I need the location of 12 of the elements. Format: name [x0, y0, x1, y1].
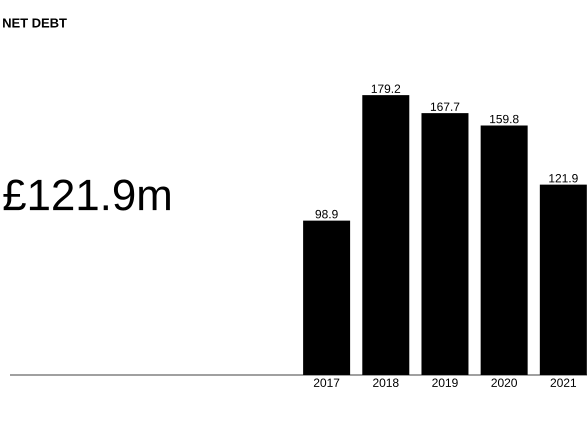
- x-tick-label: 2019: [432, 378, 458, 387]
- data-label: 159.8: [490, 114, 519, 124]
- x-tick-label: 2020: [491, 378, 517, 387]
- x-tick-label: 2021: [550, 378, 576, 387]
- data-label: 121.9: [549, 174, 578, 182]
- data-label: 167.7: [430, 102, 460, 111]
- x-tick-label: 2018: [373, 378, 399, 387]
- x-tick-label: 2017: [314, 378, 340, 387]
- data-label: 179.2: [372, 84, 400, 93]
- data-label: 98.9: [316, 210, 338, 218]
- text: £121.9m: [3, 179, 170, 211]
- text: NET DEBT: [3, 18, 67, 28]
